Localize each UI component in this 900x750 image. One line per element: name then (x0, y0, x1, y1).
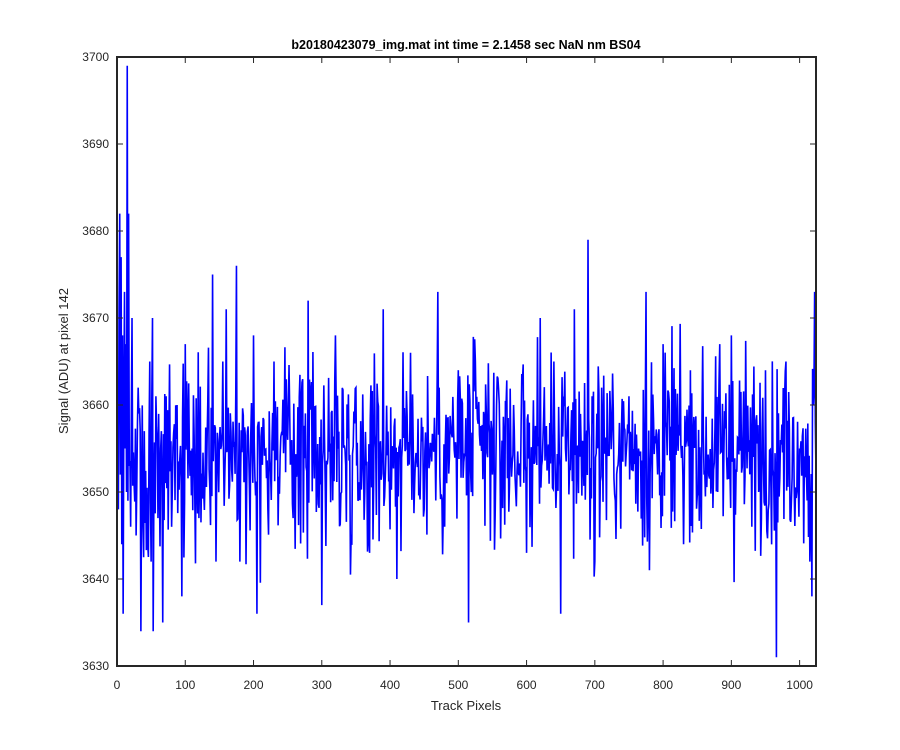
y-tick-label: 3690 (82, 137, 109, 151)
y-tick-label: 3700 (82, 50, 109, 64)
x-tick-label: 700 (585, 678, 605, 692)
axes-box (116, 56, 817, 667)
x-tick-label: 900 (721, 678, 741, 692)
x-tick-label: 100 (175, 678, 195, 692)
x-tick-label: 600 (517, 678, 537, 692)
x-tick-label: 400 (380, 678, 400, 692)
x-tick-label: 1000 (786, 678, 813, 692)
x-tick-label: 0 (114, 678, 121, 692)
y-tick-label: 3640 (82, 572, 109, 586)
x-tick-label: 200 (244, 678, 264, 692)
signal-series-line (116, 65, 817, 658)
y-tick-label: 3630 (82, 659, 109, 673)
y-axis-label: Signal (ADU) at pixel 142 (56, 288, 71, 434)
series-layer (116, 65, 817, 658)
x-tick-label: 800 (653, 678, 673, 692)
plot-area (117, 57, 816, 666)
tick-layer: 0 100 200 300 400 500 600 700 800 900 1000 3630 3640… (82, 50, 816, 692)
y-tick-label: 3680 (82, 224, 109, 238)
x-tick-label: 500 (448, 678, 468, 692)
y-tick-label: 3670 (82, 311, 109, 325)
y-tick-label: 3660 (82, 398, 109, 412)
x-tick-label: 300 (312, 678, 332, 692)
y-tick-label: 3650 (82, 485, 109, 499)
chart-title: b20180423079_img.mat int time = 2.1458 s… (291, 38, 640, 52)
x-axis-label: Track Pixels (431, 698, 502, 713)
